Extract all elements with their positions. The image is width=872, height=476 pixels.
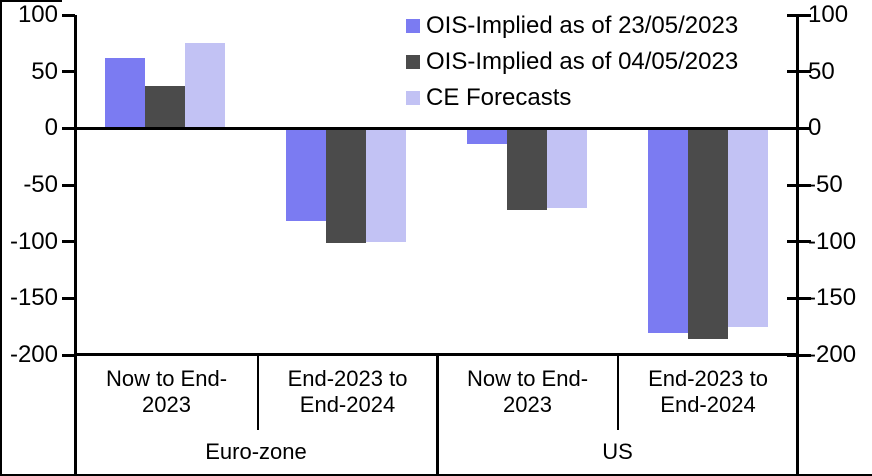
y-axis-tick-label: -100: [808, 227, 857, 255]
y-axis-right-line: [796, 15, 799, 476]
legend-item: OIS-Implied as of 04/05/2023: [406, 44, 738, 80]
bar: [185, 43, 226, 129]
y-axis-tick-label: 100: [17, 1, 58, 28]
x-axis-country-label: Euro-zone: [205, 439, 307, 464]
bar: [326, 128, 367, 243]
y-axis-tick-label: -200: [808, 341, 857, 368]
bar: [366, 128, 407, 242]
y-axis-tick-label: 50: [31, 57, 58, 85]
image-topleft-border: [0, 0, 62, 2]
y-axis-tick-label: -50: [808, 171, 843, 198]
bar: [105, 58, 146, 129]
x-axis-period-label: Now to End- 2023: [105, 366, 228, 417]
legend-item: OIS-Implied as of 23/05/2023: [406, 8, 738, 44]
y-axis-tick-label: 0: [808, 114, 822, 142]
legend-label: CE Forecasts: [426, 84, 572, 111]
y-axis-tick-label: 50: [808, 57, 835, 85]
category-left-edge-line: [74, 356, 77, 476]
bar: [145, 86, 186, 129]
bar: [506, 128, 547, 210]
x-axis-period-label: End-2023 to End-2024: [648, 366, 768, 417]
y-tick-right: [787, 70, 811, 74]
bar: [647, 128, 688, 334]
plot-bottom-line: [75, 353, 798, 356]
x-axis-country-label: US: [602, 439, 633, 464]
zero-baseline: [75, 127, 798, 130]
y-tick-right: [787, 353, 811, 357]
y-tick-left: [62, 13, 75, 17]
y-tick-right: [787, 296, 811, 300]
y-tick-right: [787, 240, 811, 244]
bar: [286, 128, 327, 222]
bar: [687, 128, 728, 340]
y-tick-left: [62, 70, 75, 74]
legend-swatch-icon: [406, 19, 420, 33]
legend-swatch-icon: [406, 55, 420, 69]
y-axis-left-line: [74, 15, 77, 356]
bar: [466, 128, 507, 145]
legend-label: OIS-Implied as of 23/05/2023: [426, 12, 739, 39]
legend-item: CE Forecasts: [406, 80, 738, 116]
legend: OIS-Implied as of 23/05/2023 OIS-Implied …: [406, 8, 738, 116]
category-divider-ez-periods: [257, 356, 259, 430]
y-tick-left: [62, 183, 75, 187]
legend-label: OIS-Implied as of 04/05/2023: [426, 48, 739, 75]
category-divider-us-periods: [617, 356, 619, 430]
y-axis-tick-label: -100: [9, 227, 58, 255]
y-tick-left: [62, 296, 75, 300]
legend-swatch-icon: [406, 91, 420, 105]
y-axis-tick-label: -50: [23, 171, 58, 198]
y-axis-tick-label: -150: [808, 284, 857, 312]
bar: [546, 128, 587, 208]
bar: [727, 128, 768, 327]
y-axis-tick-label: 100: [808, 1, 849, 28]
y-tick-left: [62, 126, 75, 130]
x-axis-period-label: Now to End- 2023: [466, 366, 589, 417]
y-axis-tick-label: 0: [44, 114, 58, 142]
y-tick-left: [62, 353, 75, 357]
image-left-border: [0, 0, 2, 476]
category-divider-eurozone-us: [436, 356, 439, 476]
y-axis-tick-label: -150: [9, 284, 58, 312]
image-bottom-border: [0, 474, 872, 476]
y-tick-right: [787, 126, 811, 130]
y-tick-left: [62, 240, 75, 244]
y-tick-right: [787, 183, 811, 187]
y-tick-right: [787, 13, 811, 17]
y-axis-tick-label: -200: [9, 341, 58, 368]
x-axis-period-label: End-2023 to End-2024: [287, 366, 408, 417]
